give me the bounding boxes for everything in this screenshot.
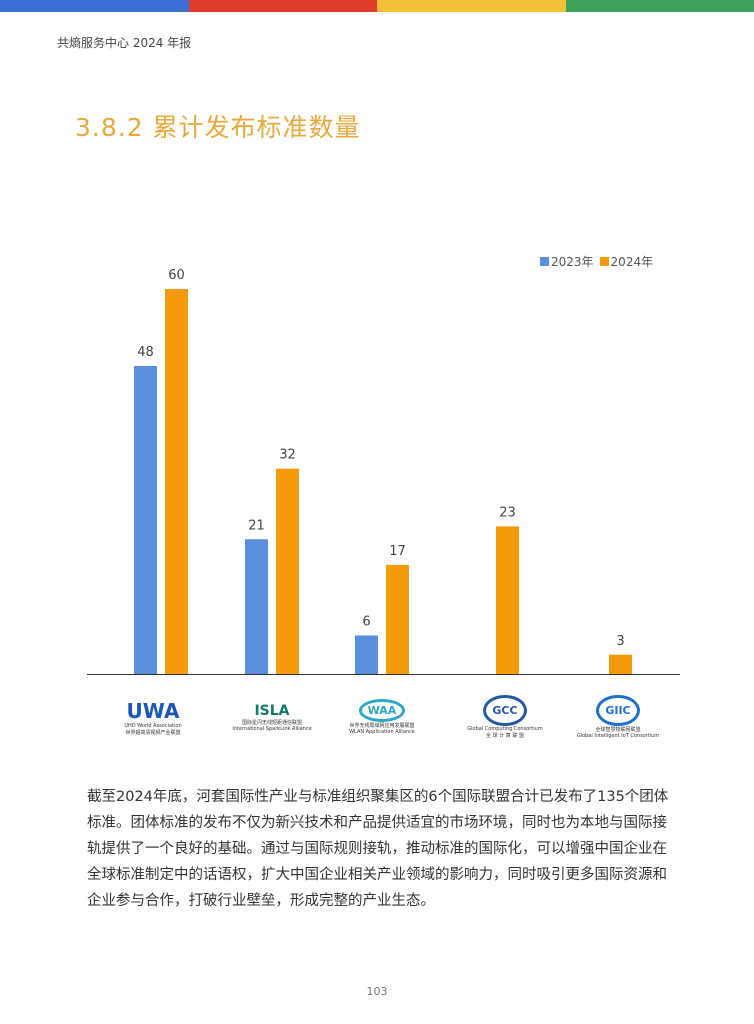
logo-caption-2: Global Intelligent IoT Consortium	[576, 733, 660, 739]
data-label-2024-4: 3	[616, 634, 624, 649]
logo-caption-1: 世界无线局域网应用发展联盟	[349, 723, 415, 729]
legend-swatch-2023	[540, 257, 549, 266]
legend-label-2023: 2023年	[551, 255, 594, 269]
bar-2023-2	[355, 635, 378, 674]
data-label-2023-2: 6	[362, 615, 370, 630]
logo-mark-isla: ISLA	[254, 702, 290, 719]
bar-2023-1	[245, 539, 268, 674]
data-label-2023-1: 21	[248, 518, 265, 533]
legend-label-2024: 2024年	[610, 255, 654, 269]
logo-waa: WAA 世界无线局域网应用发展联盟 WLAN Application Allianc…	[327, 682, 437, 752]
bar-2024-0	[165, 289, 188, 674]
data-label-2024-0: 60	[168, 268, 185, 283]
logo-mark-giic: GIIC	[596, 695, 640, 726]
bar-chart: 48 60 21 32 6 17 23 3	[0, 240, 754, 760]
logo-caption-1: 全球智慧物联网联盟	[595, 727, 641, 733]
section-title: 3.8.2 累计发布标准数量	[75, 113, 361, 142]
logo-giic: GIIC 全球智慧物联网联盟 Global Intelligent IoT Cons…	[563, 682, 673, 752]
logo-mark-waa: WAA	[358, 699, 406, 722]
legend-item-2024: 2024年	[599, 253, 654, 270]
bar-2024-1	[276, 468, 299, 674]
data-label-2024-3: 23	[499, 505, 516, 520]
logo-mark-gcc: GCC	[483, 695, 527, 726]
bar-2024-2	[386, 564, 409, 674]
data-label-2024-2: 17	[389, 544, 406, 559]
data-label-2024-1: 32	[279, 448, 296, 463]
bar-chart-svg: 48 60 21 32 6 17 23 3	[87, 268, 680, 675]
logo-caption-1: UHD World Association	[124, 722, 182, 729]
logo-caption-2: 全 球 计 算 联 盟	[486, 733, 524, 739]
legend-swatch-2024	[599, 257, 609, 266]
top-bar-green	[565, 0, 754, 12]
bar-2023-0	[134, 366, 157, 674]
bar-2024-4	[609, 654, 632, 674]
bar-2024-3	[496, 526, 519, 674]
logo-isla: ISLA 国际星闪无线短距通信联盟 International SparkLink …	[217, 682, 327, 752]
top-bar-red	[188, 0, 377, 12]
top-color-bar	[0, 0, 754, 12]
logo-caption-1: Global Computing Consortium	[467, 726, 543, 732]
logo-caption-2: 世界超高清视频产业联盟	[125, 729, 181, 736]
logo-gcc: GCC Global Computing Consortium 全 球 计 算 联 …	[450, 682, 560, 752]
report-header: 共熵服务中心 2024 年报	[57, 36, 192, 50]
data-label-2023-0: 48	[137, 345, 154, 360]
logo-caption-2: WLAN Application Alliance	[349, 729, 415, 735]
logo-caption-1: 国际星闪无线短距通信联盟	[241, 719, 302, 726]
logo-caption-2: International SparkLink Alliance	[232, 725, 312, 732]
top-bar-yellow	[377, 0, 566, 12]
chart-legend: 2023年 2024年	[540, 253, 653, 270]
logo-mark-uwa: UWA	[126, 698, 180, 723]
logo-uwa: UWA UHD World Association 世界超高清视频产业联盟	[98, 682, 208, 752]
legend-item-2023: 2023年	[540, 253, 594, 270]
top-bar-blue	[0, 0, 189, 12]
page-number: 103	[366, 985, 388, 998]
body-paragraph: 截至2024年底，河套国际性产业与标准组织聚集区的6个国际联盟合计已发布了135…	[87, 789, 669, 909]
